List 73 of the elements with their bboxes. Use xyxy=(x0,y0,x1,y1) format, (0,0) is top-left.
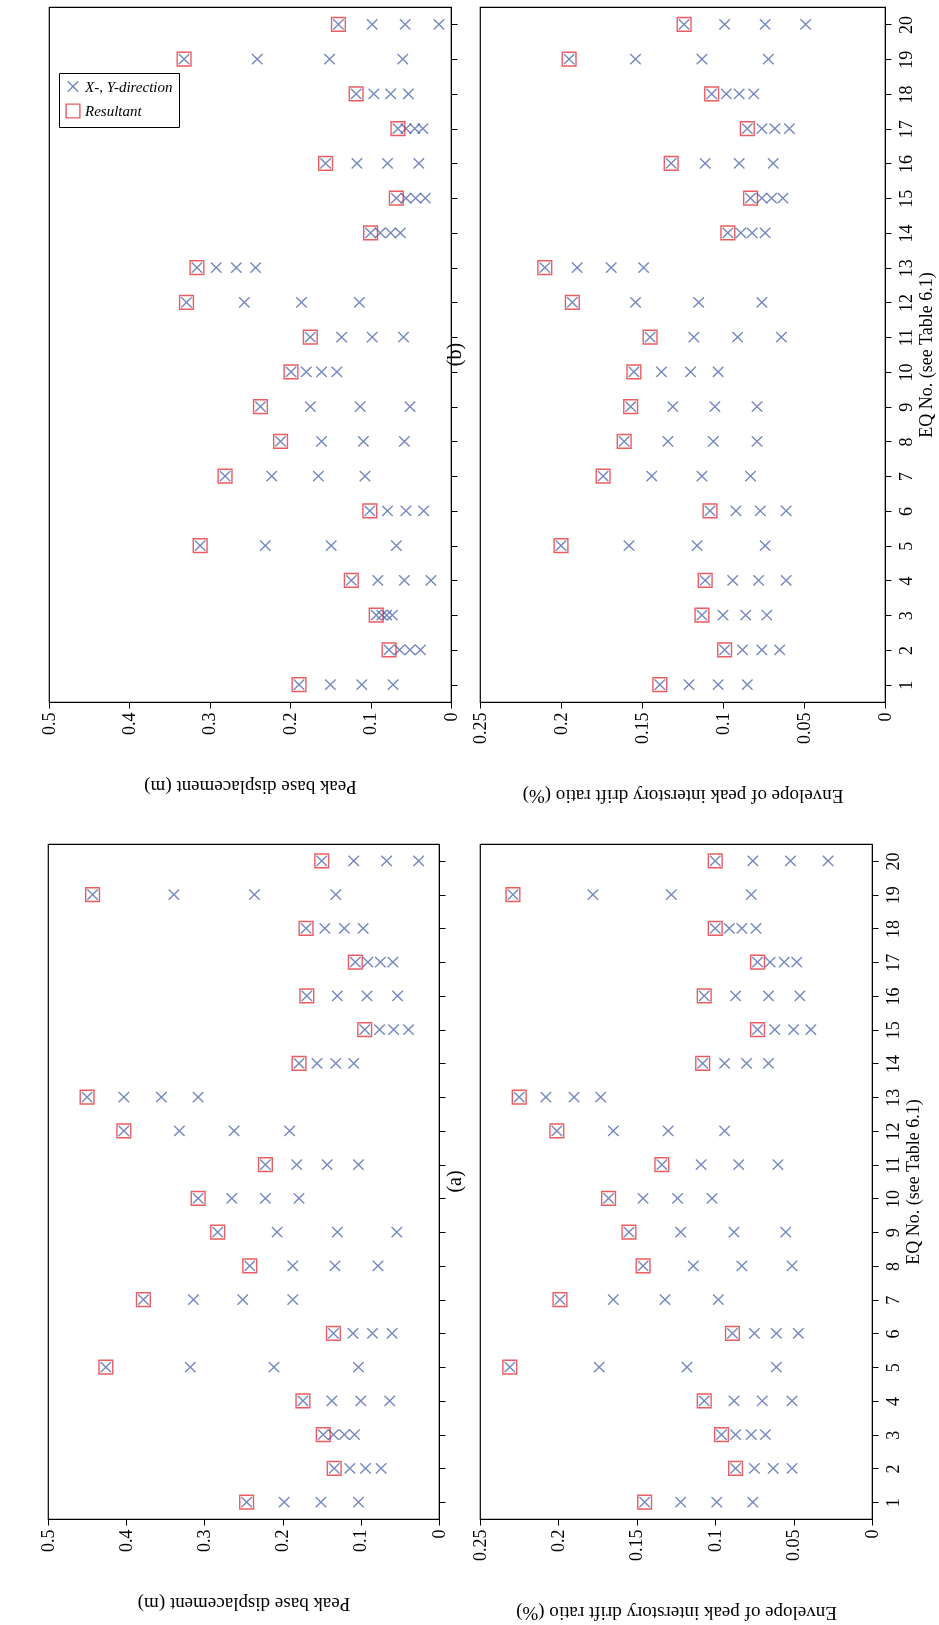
x-tick-label: 0.1 xyxy=(712,712,733,735)
y-tick-label: 7 xyxy=(895,472,916,482)
x-tick-label: 0.05 xyxy=(783,1529,804,1561)
y-tick-label: 13 xyxy=(882,1088,903,1107)
x-tick-label: 0.1 xyxy=(350,1529,371,1552)
y-tick-label: 11 xyxy=(895,328,916,347)
x-tick-label: 0.25 xyxy=(469,712,490,744)
y-tick-label: 12 xyxy=(882,1122,903,1141)
x-tick-label: 0.5 xyxy=(38,712,59,735)
y-tick-label: 19 xyxy=(895,50,916,69)
y-tick-label: 15 xyxy=(895,189,916,208)
x-tick-label: 0.3 xyxy=(199,712,220,735)
y-tick-label: 5 xyxy=(882,1363,903,1373)
x-tick-label: 0 xyxy=(428,1529,449,1539)
y-tick-label: 6 xyxy=(882,1329,903,1339)
x-tick-label: 0 xyxy=(440,712,461,722)
x-tick-label: 0.3 xyxy=(193,1529,214,1552)
y-tick-label: 17 xyxy=(882,953,903,972)
x-tick-label: 0.4 xyxy=(115,1529,136,1552)
y-tick-label: 16 xyxy=(882,987,903,1006)
y-tick-label: 18 xyxy=(895,85,916,104)
y-tick-label: 14 xyxy=(895,224,916,243)
x-tick-label: 0.1 xyxy=(360,712,381,735)
y-tick-label: 17 xyxy=(895,120,916,139)
y-tick-label: 11 xyxy=(882,1156,903,1174)
y-tick-label: 4 xyxy=(882,1396,903,1406)
y-tick-label: 10 xyxy=(895,363,916,382)
y-tick-label: 3 xyxy=(882,1430,903,1440)
y-tick-label: 3 xyxy=(895,611,916,621)
x-tick-label: 0.2 xyxy=(550,712,571,735)
y-tick-label: 18 xyxy=(882,919,903,938)
y-tick-label: 1 xyxy=(895,680,916,690)
x-axis-title: Peak base displacement (m) xyxy=(144,776,357,798)
x-tick-label: 0.25 xyxy=(469,1529,490,1561)
y-tick-label: 7 xyxy=(882,1295,903,1305)
y-axis-title: EQ No. (see Table 6.1) xyxy=(915,272,937,438)
x-tick-label: 0.2 xyxy=(272,1529,293,1552)
x-tick-label: 0 xyxy=(861,1529,882,1539)
y-tick-label: 13 xyxy=(895,259,916,278)
y-tick-label: 1 xyxy=(882,1498,903,1508)
legend-label: Resultant xyxy=(84,103,143,119)
y-tick-label: 19 xyxy=(882,886,903,905)
x-tick-label: 0.5 xyxy=(37,1529,58,1552)
x-tick-label: 0 xyxy=(874,712,895,722)
y-tick-label: 6 xyxy=(895,506,916,516)
y-tick-label: 15 xyxy=(882,1021,903,1040)
y-tick-label: 8 xyxy=(882,1261,903,1271)
x-tick-label: 0.15 xyxy=(626,1529,647,1561)
x-tick-label: 0.15 xyxy=(631,712,652,744)
x-tick-label: 0.1 xyxy=(704,1529,725,1552)
legend-label: X-, Y-direction xyxy=(84,78,173,95)
y-tick-label: 2 xyxy=(895,645,916,655)
y-tick-label: 9 xyxy=(882,1228,903,1238)
x-axis-title: Envelope of peak interstory drift ratio (%) xyxy=(516,1602,837,1624)
x-tick-label: 0.2 xyxy=(279,712,300,735)
y-tick-label: 16 xyxy=(895,154,916,173)
y-tick-label: 20 xyxy=(882,852,903,871)
x-tick-label: 0.05 xyxy=(793,712,814,744)
y-tick-label: 4 xyxy=(895,576,916,586)
y-tick-label: 8 xyxy=(895,437,916,447)
x-tick-label: 0.4 xyxy=(118,712,139,735)
y-tick-label: 9 xyxy=(895,402,916,412)
y-tick-label: 12 xyxy=(895,293,916,312)
y-tick-label: 10 xyxy=(882,1189,903,1208)
y-tick-label: 14 xyxy=(882,1054,903,1073)
x-tick-label: 0.2 xyxy=(547,1529,568,1552)
text: (a) xyxy=(443,1170,466,1193)
x-axis-title: Peak base displacement (m) xyxy=(137,1593,351,1615)
y-tick-label: 20 xyxy=(895,15,916,34)
y-axis-title: EQ No. (see Table 6.1) xyxy=(902,1099,924,1265)
y-tick-label: 2 xyxy=(882,1464,903,1474)
x-axis-title: Envelope of peak interstory drift ratio (%) xyxy=(522,785,844,807)
y-tick-label: 5 xyxy=(895,541,916,551)
